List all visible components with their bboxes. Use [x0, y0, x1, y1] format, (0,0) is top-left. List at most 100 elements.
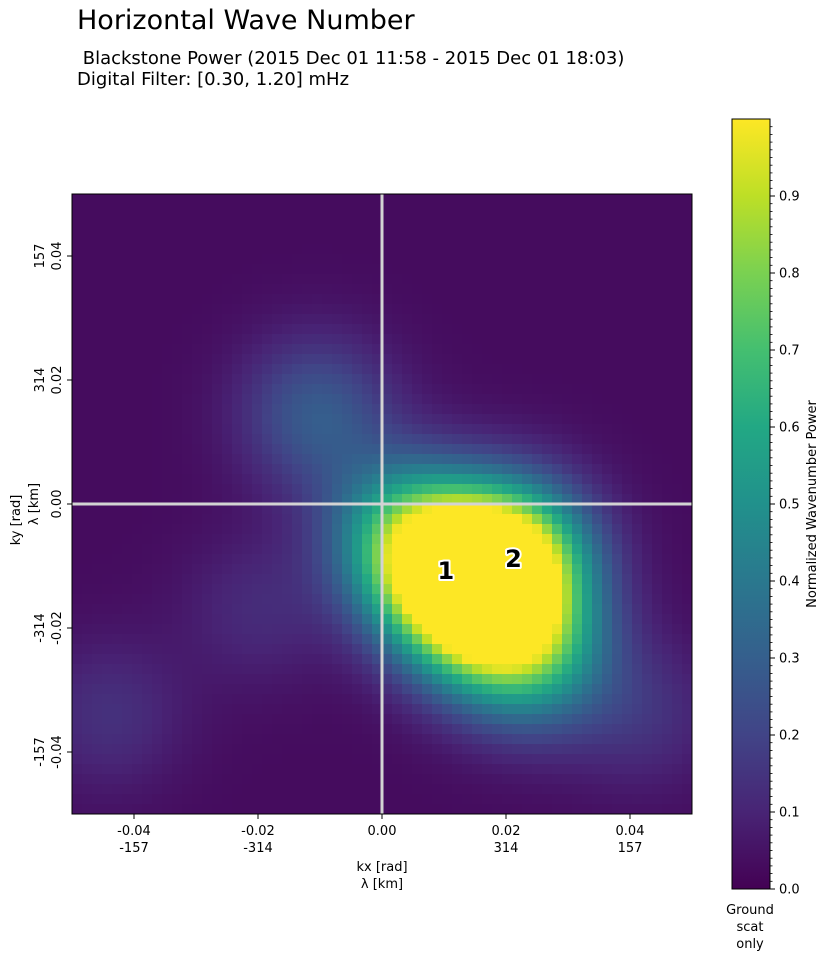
heatmap-cell [372, 594, 383, 605]
heatmap-cell [532, 484, 543, 495]
heatmap-cell [532, 364, 543, 375]
heatmap-cell [482, 584, 493, 595]
heatmap-cell [142, 314, 153, 325]
heatmap-cell [352, 684, 363, 695]
heatmap-cell [132, 434, 143, 445]
heatmap-cell [632, 314, 643, 325]
heatmap-cell [642, 554, 653, 565]
heatmap-cell [662, 704, 673, 715]
heatmap-cell [492, 794, 503, 805]
heatmap-cell [202, 734, 213, 745]
heatmap-cell [552, 574, 563, 585]
heatmap-cell [392, 804, 403, 814]
heatmap-cell [222, 354, 233, 365]
heatmap-cell [402, 644, 413, 655]
heatmap-cell [592, 574, 603, 585]
colorbar-tick-label: 0.1 [779, 806, 800, 821]
subtitle-line-1: Blackstone Power (2015 Dec 01 11:58 - 20… [77, 48, 625, 69]
heatmap-cell [642, 594, 653, 605]
heatmap-cell [292, 694, 303, 705]
heatmap-cell [302, 434, 313, 445]
heatmap-cell [682, 774, 692, 785]
heatmap-cell [492, 704, 503, 715]
heatmap-cell [102, 804, 113, 814]
heatmap-cell [512, 454, 523, 465]
heatmap-cell [652, 384, 663, 395]
heatmap-cell [172, 514, 183, 525]
heatmap-cell [372, 564, 383, 575]
heatmap-cell [482, 654, 493, 665]
heatmap-cell [152, 224, 163, 235]
heatmap-cell [232, 784, 243, 795]
heatmap-cell [682, 584, 692, 595]
heatmap-cell [262, 414, 273, 425]
heatmap-cell [392, 654, 403, 665]
heatmap-cell [672, 654, 683, 665]
heatmap-cell [312, 634, 323, 645]
heatmap-cell [562, 284, 573, 295]
heatmap-cell [292, 244, 303, 255]
heatmap-cell [182, 774, 193, 785]
heatmap-cell [502, 734, 513, 745]
heatmap-cell [422, 464, 433, 475]
heatmap-cell [232, 604, 243, 615]
heatmap-cell [562, 714, 573, 725]
heatmap-cell [142, 344, 153, 355]
heatmap-cell [312, 444, 323, 455]
heatmap-cell [252, 804, 263, 814]
heatmap-cell [72, 234, 83, 245]
heatmap-cell [532, 804, 543, 814]
heatmap-cell [102, 484, 113, 495]
heatmap-cell [382, 254, 393, 265]
heatmap-cell [612, 794, 623, 805]
heatmap-cell [192, 684, 203, 695]
heatmap-cell [182, 574, 193, 585]
heatmap-cell [132, 534, 143, 545]
heatmap-cell [362, 434, 373, 445]
heatmap-cell [532, 634, 543, 645]
heatmap-cell [472, 574, 483, 585]
heatmap-cell [512, 274, 523, 285]
heatmap-cell [522, 584, 533, 595]
heatmap-cell [542, 754, 553, 765]
y-tick-label-wavelength: -314 [33, 613, 48, 643]
heatmap-cell [292, 384, 303, 395]
heatmap-cell [92, 354, 103, 365]
heatmap-cell [682, 724, 692, 735]
heatmap-cell [592, 564, 603, 575]
heatmap-cell [432, 614, 443, 625]
heatmap-cell [292, 724, 303, 735]
heatmap-cell [92, 704, 103, 715]
heatmap-cell [162, 744, 173, 755]
heatmap-cell [532, 324, 543, 335]
heatmap-cell [122, 744, 133, 755]
heatmap-cell [82, 584, 93, 595]
heatmap-cell [362, 294, 373, 305]
heatmap-cell [242, 354, 253, 365]
heatmap-cell [672, 474, 683, 485]
heatmap-cell [552, 664, 563, 675]
heatmap-cell [662, 214, 673, 225]
heatmap-cell [102, 794, 113, 805]
y-tick-label: -0.04 [50, 735, 65, 769]
heatmap-cell [302, 284, 313, 295]
heatmap-cell [252, 574, 263, 585]
colorbar-tick-label: 0.2 [779, 729, 800, 744]
heatmap-cell [152, 584, 163, 595]
heatmap-cell [352, 294, 363, 305]
heatmap-cell [582, 774, 593, 785]
heatmap-cell [252, 634, 263, 645]
heatmap-cell [472, 204, 483, 215]
heatmap-cell [552, 324, 563, 335]
heatmap-cell [342, 714, 353, 725]
heatmap-cell [242, 254, 253, 265]
heatmap-cell [382, 644, 393, 655]
heatmap-cell [672, 244, 683, 255]
heatmap-cell [372, 524, 383, 535]
heatmap-cell [422, 194, 433, 205]
heatmap-cell [602, 574, 613, 585]
heatmap-cell [422, 394, 433, 405]
colorbar-label: Normalized Wavenumber Power [805, 399, 820, 607]
heatmap-cell [562, 804, 573, 814]
heatmap-cell [522, 194, 533, 205]
